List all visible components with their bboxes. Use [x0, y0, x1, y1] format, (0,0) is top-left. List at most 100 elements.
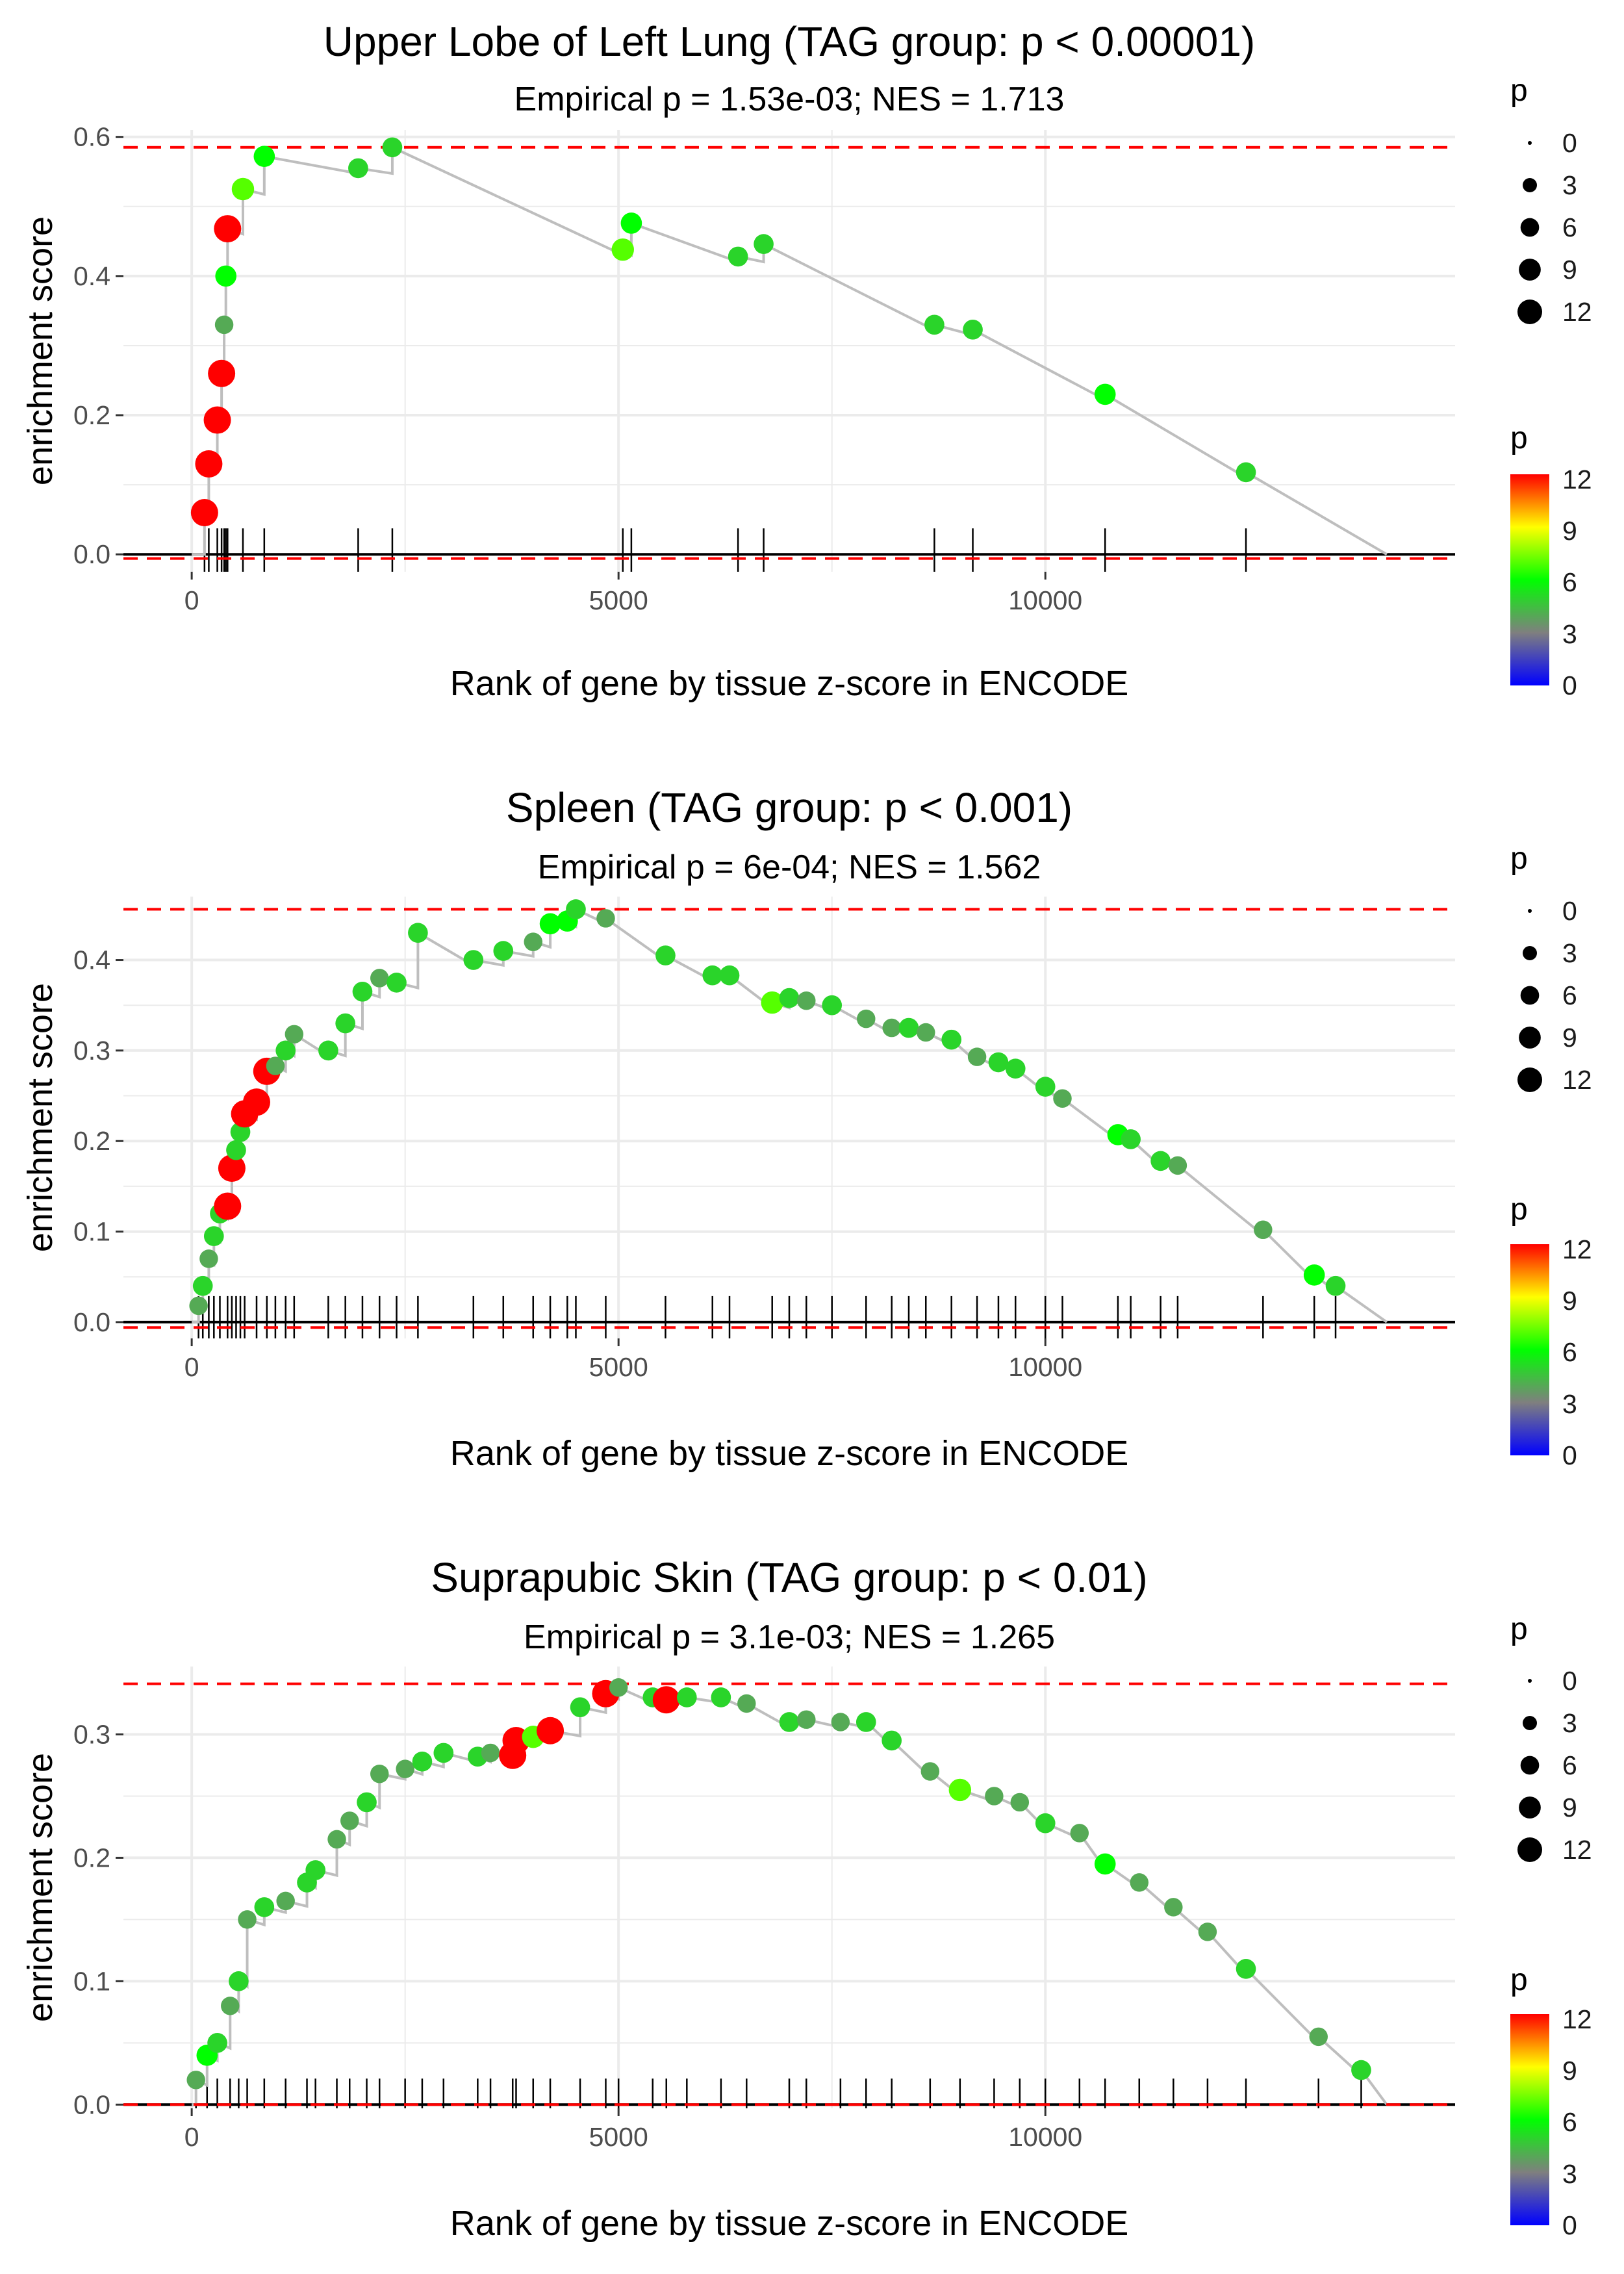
- es-point: [493, 941, 514, 961]
- colorbar: [1510, 1244, 1549, 1455]
- es-point: [609, 1678, 628, 1697]
- es-point: [1035, 1077, 1056, 1097]
- es-point: [1198, 1923, 1217, 1941]
- size-legend-key: [1520, 1756, 1540, 1775]
- size-legend-label: 0: [1562, 128, 1577, 158]
- es-point: [524, 932, 543, 951]
- es-point: [924, 314, 945, 335]
- panel-title: Suprapubic Skin (TAG group: p < 0.01): [431, 1554, 1147, 1601]
- size-legend-title: p: [1510, 841, 1528, 876]
- colorbar-label-12: 12: [1562, 2004, 1592, 2034]
- es-point: [481, 1743, 500, 1763]
- es-point: [1351, 2060, 1371, 2080]
- es-point: [189, 1296, 208, 1316]
- running-es-curve: [192, 145, 1388, 556]
- es-point: [1150, 1151, 1171, 1171]
- es-point: [1168, 1156, 1187, 1175]
- y-tick-label: 0.4: [73, 945, 110, 975]
- plot-area: [123, 130, 1455, 572]
- es-point: [214, 315, 234, 335]
- colorbar-label-3: 3: [1562, 1389, 1577, 1419]
- size-legend-title: p: [1510, 1612, 1528, 1646]
- size-legend-key: [1517, 300, 1542, 324]
- es-point: [357, 1792, 377, 1813]
- es-point: [218, 1155, 246, 1182]
- y-axis-title: enrichment score: [21, 1753, 60, 2022]
- size-legend-label: 0: [1562, 896, 1577, 926]
- y-tick-label: 0.3: [73, 1036, 110, 1066]
- colorbar-label-0: 0: [1562, 1440, 1577, 1470]
- colorbar: [1510, 474, 1549, 685]
- es-point: [1325, 1275, 1346, 1296]
- running-es-curve: [192, 907, 1388, 1323]
- es-point: [226, 1140, 246, 1160]
- es-point: [1005, 1058, 1026, 1079]
- y-tick-label: 0.4: [73, 261, 110, 291]
- size-legend-key: [1519, 259, 1541, 281]
- es-point: [882, 1018, 901, 1038]
- size-legend-key: [1523, 178, 1537, 192]
- es-point: [382, 137, 403, 158]
- es-point: [215, 265, 237, 287]
- x-axis: 0 5000 10000: [184, 2108, 1082, 2152]
- size-legend-key: [1520, 218, 1540, 237]
- size-legend-label: 12: [1562, 297, 1592, 327]
- size-legend-label: 6: [1562, 980, 1577, 1010]
- es-point: [882, 1730, 902, 1751]
- es-point: [340, 1811, 359, 1830]
- es-point: [1053, 1089, 1072, 1108]
- es-point: [254, 1897, 275, 1917]
- y-tick-label: 0.0: [73, 2089, 110, 2119]
- y-tick-label: 0.0: [73, 539, 110, 569]
- es-point: [186, 2071, 205, 2089]
- es-point: [1094, 1853, 1116, 1875]
- es-point: [238, 1910, 257, 1929]
- es-point: [737, 1694, 756, 1713]
- color-legend: p 12 9 6 3 0: [1510, 1963, 1592, 2240]
- colorbar-label-3: 3: [1562, 619, 1577, 649]
- y-tick-label: 0.2: [73, 1126, 110, 1156]
- size-legend-key: [1528, 141, 1532, 145]
- es-point: [221, 1997, 240, 2015]
- es-point: [214, 1192, 242, 1220]
- es-point: [192, 1275, 213, 1296]
- panel-upper-lobe-left-lung: Upper Lobe of Left Lung (TAG group: p < …: [21, 18, 1592, 703]
- es-point: [711, 1687, 731, 1707]
- x-tick-label: 0: [184, 585, 199, 615]
- panel-subtitle: Empirical p = 3.1e-03; NES = 1.265: [524, 1618, 1055, 1656]
- es-point: [566, 899, 586, 919]
- es-point: [754, 234, 774, 254]
- es-point: [596, 909, 615, 928]
- y-axis-title: enrichment score: [21, 983, 60, 1252]
- es-point: [985, 1787, 1004, 1806]
- x-axis-title: Rank of gene by tissue z-score in ENCODE: [450, 1434, 1128, 1473]
- size-legend-label: 3: [1562, 938, 1577, 968]
- y-tick-label: 0.3: [73, 1719, 110, 1749]
- es-point: [941, 1029, 962, 1050]
- es-point: [719, 965, 740, 986]
- es-point: [1236, 1959, 1256, 1979]
- y-axis: 0.0 0.1 0.2 0.3 0.4: [73, 945, 123, 1337]
- size-legend: p 0 3 6 9 12: [1510, 73, 1592, 327]
- x-tick-label: 10000: [1008, 2122, 1082, 2152]
- size-legend-title: p: [1510, 73, 1528, 108]
- colorbar: [1510, 2014, 1549, 2225]
- color-legend-title: p: [1510, 421, 1528, 455]
- size-legend-key: [1523, 946, 1537, 960]
- y-axis: 0.0 0.2 0.4 0.6: [73, 122, 123, 569]
- size-legend-key: [1517, 1067, 1542, 1092]
- es-point: [335, 1013, 355, 1034]
- size-legend-key: [1528, 909, 1532, 913]
- es-point: [1254, 1220, 1273, 1240]
- x-tick-label: 10000: [1008, 585, 1082, 615]
- size-legend-key: [1520, 986, 1540, 1005]
- y-tick-label: 0.1: [73, 1966, 110, 1996]
- size-legend-label: 3: [1562, 1708, 1577, 1738]
- es-point: [898, 1017, 919, 1038]
- panel-subtitle: Empirical p = 1.53e-03; NES = 1.713: [514, 81, 1065, 118]
- es-point: [1164, 1898, 1183, 1917]
- es-point: [285, 1025, 304, 1044]
- es-point: [199, 1249, 218, 1268]
- es-point: [318, 1040, 338, 1061]
